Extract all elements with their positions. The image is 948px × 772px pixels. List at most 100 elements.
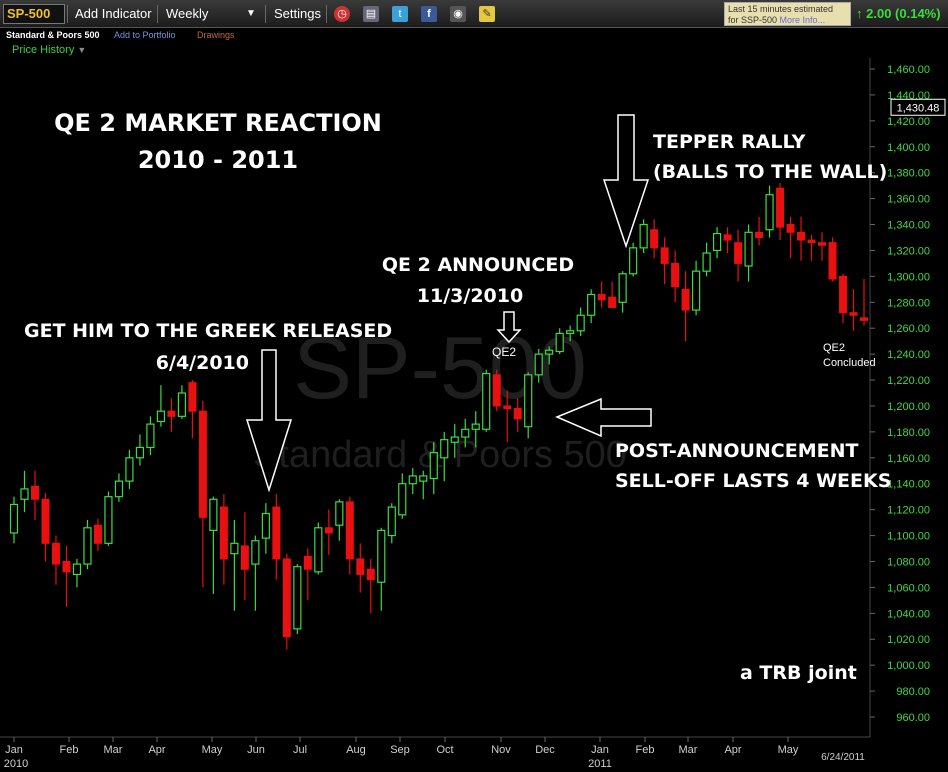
camera-icon[interactable]: ◉ (450, 6, 466, 22)
y-tick-label: 1,100.00 (887, 531, 930, 543)
candle-body-up (524, 374, 533, 428)
candle-body-down (755, 231, 764, 238)
x-tick-label: Feb (636, 744, 655, 756)
candle-body-up (482, 372, 491, 430)
y-tick-label: 1,400.00 (887, 142, 930, 154)
x-tick-label: Nov (491, 744, 511, 756)
delay-notice: Last 15 minutes estimated for SSP-500 Mo… (724, 2, 851, 26)
candle-body-up (691, 270, 701, 311)
chevron-down-icon[interactable]: ▼ (246, 8, 256, 19)
settings-button[interactable]: Settings (274, 6, 321, 21)
add-indicator-button[interactable]: Add Indicator (75, 6, 152, 21)
candle-body-down (272, 506, 281, 560)
x-axis: Jan Feb Mar Apr May Jun Jul Aug Sep Oct Nov Dec Jan F… (4, 737, 865, 770)
candle-body-down (492, 374, 501, 407)
y-tick-label: 1,420.00 (887, 116, 930, 128)
candle-body-up (125, 457, 134, 482)
x-year-label: 2010 (4, 758, 28, 770)
candle-body-down (356, 558, 365, 575)
alarm-clock-icon[interactable]: ◷ (334, 6, 350, 22)
title-line1: QE 2 MARKET REACTION (54, 109, 382, 137)
y-tick-label: 1,040.00 (887, 608, 930, 620)
y-tick-label: 1,120.00 (887, 505, 930, 517)
greek-arrow-icon (245, 349, 293, 493)
candle-body-down (366, 568, 375, 581)
y-tick-label: 1,060.00 (887, 582, 930, 594)
price-change-value: 2.00 (0.14%) (866, 6, 941, 21)
toolbar-divider (67, 5, 68, 23)
y-tick-label: 1,200.00 (887, 401, 930, 413)
candle-body-up (545, 349, 554, 355)
x-tick-label: Apr (148, 744, 165, 756)
tepper-label-line1: TEPPER RALLY (653, 131, 806, 153)
add-to-portfolio-link[interactable]: Add to Portfolio (114, 30, 176, 40)
candle-body-down (786, 224, 795, 233)
y-tick-label: 1,340.00 (887, 220, 930, 232)
candle-body-up (251, 540, 260, 565)
y-tick-label: 1,320.00 (887, 245, 930, 257)
x-tick-label: Jun (247, 744, 265, 756)
x-tick-label: May (778, 744, 799, 756)
symbol-input[interactable]: SP-500 (3, 4, 65, 24)
layers-icon[interactable]: ▤ (363, 6, 379, 22)
candle-body-up (387, 506, 396, 537)
candle-body-down (282, 558, 291, 638)
qe2-concluded-line2: Concluded (823, 357, 876, 369)
more-info-link[interactable]: More Info... (779, 15, 826, 25)
candle-body-down (93, 524, 102, 544)
qe2-marker-label: QE2 (492, 345, 516, 359)
candle-body-up (104, 496, 113, 544)
x-tick-label: Oct (436, 744, 453, 756)
price-history-label: Price History (12, 44, 75, 56)
facebook-icon[interactable]: f (421, 6, 437, 22)
candle-body-down (198, 410, 207, 518)
candle-body-down (188, 382, 197, 412)
drawings-link[interactable]: Drawings (197, 30, 235, 40)
y-tick-label: 1,260.00 (887, 323, 930, 335)
selloff-arrow-icon (555, 397, 652, 438)
candle-body-down (828, 242, 837, 280)
delay-notice-line1: Last 15 minutes estimated (728, 4, 834, 14)
candle-body-down (734, 242, 743, 264)
current-price-label: 1,430.48 (897, 102, 940, 114)
period-select[interactable]: Weekly (166, 6, 209, 21)
candle-body-up (314, 527, 323, 573)
y-tick-label: 1,380.00 (887, 168, 930, 180)
candle-body-up (629, 247, 638, 275)
candle-body-down (807, 239, 816, 244)
price-history-menu[interactable]: Price History ▼ (12, 44, 86, 56)
twitter-icon[interactable]: t (392, 6, 408, 22)
price-change: ↑ 2.00 (0.14%) (856, 6, 941, 21)
candle-body-up (639, 223, 648, 249)
candle-body-up (9, 503, 19, 534)
selloff-label-line2: SELL-OFF LASTS 4 WEEKS (615, 470, 891, 492)
y-tick-label: 1,180.00 (887, 427, 930, 439)
candle-body-up (377, 529, 386, 583)
candle-body-up (429, 452, 438, 480)
candle-body-up (408, 475, 417, 485)
delay-notice-line2: for SSP-500 (728, 15, 778, 25)
x-tick-label: Apr (724, 744, 741, 756)
candle-body-down (797, 231, 806, 241)
candle-body-up (72, 563, 82, 576)
x-tick-label: May (202, 744, 223, 756)
qe2-label-line2: 11/3/2010 (417, 285, 523, 307)
signature-label: a TRB joint (740, 662, 857, 684)
y-tick-label: 1,160.00 (887, 453, 930, 465)
candle-body-down (860, 317, 868, 321)
candle-body-up (83, 527, 92, 565)
tepper-arrow-icon (602, 114, 650, 249)
candle-body-down (776, 187, 785, 228)
note-icon[interactable]: ✎ (479, 6, 495, 22)
candle-body-up (177, 392, 187, 417)
candle-body-up (471, 423, 480, 430)
y-tick-label: 1,020.00 (887, 634, 930, 646)
y-tick-label: 1,140.00 (887, 479, 930, 491)
candle-body-up (146, 423, 155, 449)
candle-body-up (566, 330, 575, 334)
candle-body-down (503, 405, 512, 410)
candle-body-up (156, 410, 166, 423)
qe2-concluded-line1: QE2 (823, 342, 845, 354)
candle-body-down (849, 312, 858, 316)
